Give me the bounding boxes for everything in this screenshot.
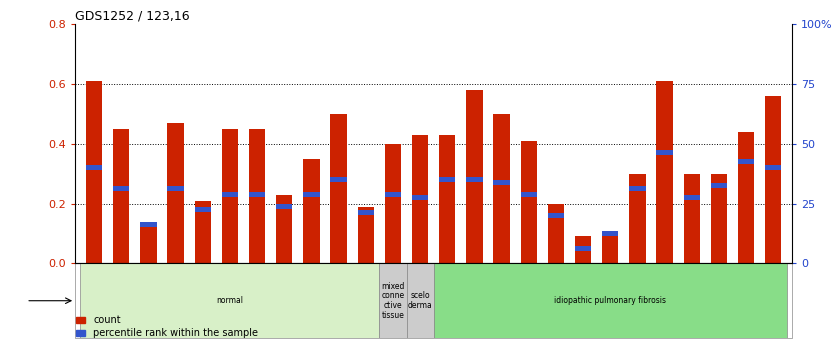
- Bar: [602, 234, 619, 263]
- Bar: [602, 231, 619, 236]
- Legend: count, percentile rank within the sample: count, percentile rank within the sample: [76, 315, 259, 338]
- Text: mixed
conne
ctive
tissue: mixed conne ctive tissue: [381, 282, 404, 320]
- Bar: [86, 81, 103, 263]
- Bar: [548, 213, 564, 218]
- Bar: [656, 81, 673, 263]
- Bar: [358, 207, 374, 263]
- Bar: [466, 177, 483, 182]
- Bar: [304, 159, 319, 263]
- Bar: [276, 195, 293, 263]
- Bar: [249, 129, 265, 263]
- Bar: [222, 192, 238, 197]
- Text: idiopathic pulmonary fibrosis: idiopathic pulmonary fibrosis: [555, 296, 666, 305]
- Bar: [711, 174, 727, 263]
- Bar: [168, 186, 183, 191]
- Text: normal: normal: [216, 296, 244, 305]
- Bar: [113, 186, 129, 191]
- Bar: [168, 123, 183, 263]
- Bar: [222, 129, 238, 263]
- Bar: [548, 204, 564, 263]
- Text: GDS1252 / 123,16: GDS1252 / 123,16: [75, 10, 189, 23]
- Bar: [194, 207, 211, 212]
- Bar: [520, 141, 537, 263]
- Bar: [440, 177, 455, 182]
- Bar: [494, 180, 510, 185]
- Bar: [738, 132, 754, 263]
- Bar: [412, 135, 428, 263]
- Bar: [412, 195, 428, 200]
- Bar: [86, 165, 103, 170]
- Bar: [304, 192, 319, 197]
- Bar: [330, 177, 347, 182]
- Bar: [276, 204, 293, 209]
- Bar: [358, 210, 374, 215]
- Bar: [656, 150, 673, 155]
- Bar: [684, 174, 700, 263]
- Bar: [194, 200, 211, 263]
- Bar: [384, 144, 401, 263]
- Bar: [330, 114, 347, 263]
- Bar: [520, 192, 537, 197]
- Bar: [379, 263, 406, 338]
- Bar: [738, 159, 754, 164]
- Bar: [440, 135, 455, 263]
- Bar: [630, 174, 646, 263]
- Bar: [684, 195, 700, 200]
- Bar: [140, 222, 157, 227]
- Bar: [466, 90, 483, 263]
- Bar: [113, 129, 129, 263]
- Bar: [81, 263, 379, 338]
- Text: scelo
derma: scelo derma: [408, 292, 433, 310]
- Bar: [434, 263, 786, 338]
- Bar: [406, 263, 434, 338]
- Bar: [630, 186, 646, 191]
- Bar: [711, 183, 727, 188]
- Bar: [575, 236, 591, 263]
- Bar: [384, 192, 401, 197]
- Bar: [140, 225, 157, 263]
- Bar: [575, 246, 591, 251]
- Bar: [494, 114, 510, 263]
- Bar: [765, 96, 781, 263]
- Bar: [765, 165, 781, 170]
- Bar: [249, 192, 265, 197]
